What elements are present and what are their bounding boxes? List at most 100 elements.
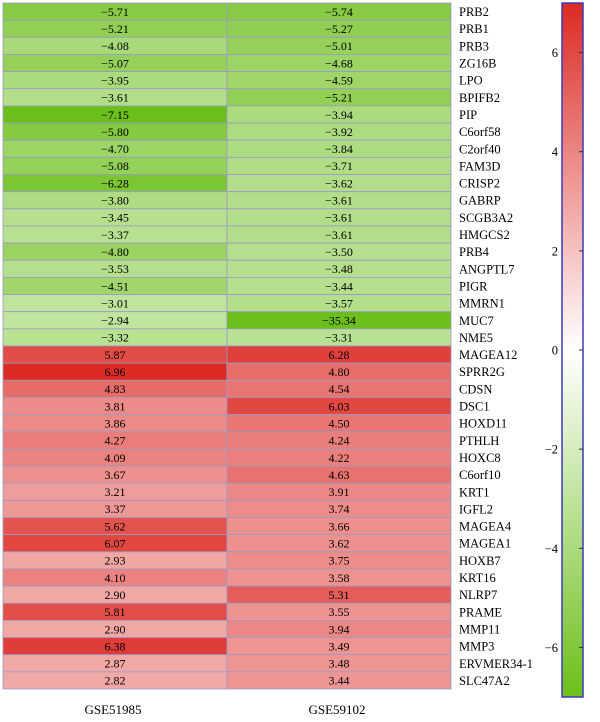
gene-label: MAGEA4: [459, 520, 512, 534]
cell-value-label: 4.24: [329, 434, 350, 448]
cell-value-label: 2.93: [105, 554, 126, 568]
gene-label: NLRP7: [459, 588, 497, 602]
gene-label: C6orf10: [459, 468, 501, 482]
gene-label: PTHLH: [459, 434, 499, 448]
cell-value-label: 5.31: [329, 588, 350, 602]
cell-value-label: 3.55: [329, 605, 350, 619]
gene-label: GABRP: [459, 194, 501, 208]
cell-value-label: −5.71: [101, 5, 129, 19]
gene-label: NME5: [459, 331, 493, 345]
gene-label: SLC47A2: [459, 674, 510, 688]
legend-tick-label: 4: [552, 145, 559, 159]
gene-label: HOXB7: [459, 554, 501, 568]
gene-label: CRISP2: [459, 177, 500, 191]
cell-value-label: −3.61: [325, 228, 353, 242]
cell-value-label: −5.74: [325, 5, 353, 19]
cell-value-label: 3.67: [105, 468, 126, 482]
cell-value-label: 3.66: [329, 519, 350, 533]
gene-label: PRB1: [459, 22, 489, 36]
cell-value-label: −5.21: [325, 91, 353, 105]
cell-value-label: 3.94: [329, 622, 350, 636]
cell-value-label: −3.48: [325, 262, 353, 276]
gene-label: HOXC8: [459, 451, 501, 465]
cell-value-label: 3.44: [329, 674, 350, 688]
cell-value-label: −35.34: [322, 314, 356, 328]
cell-value-label: 6.38: [105, 639, 126, 653]
cell-value-label: 3.37: [105, 502, 126, 516]
gene-label: HMGCS2: [459, 228, 510, 242]
cell-value-label: −3.71: [325, 159, 353, 173]
cell-value-label: −3.44: [325, 279, 353, 293]
cell-value-label: 6.96: [105, 365, 126, 379]
gene-label: MMP3: [459, 640, 494, 654]
gene-labels: PRB2 PRB1 PRB3 ZG16B LPO BPIFB2 PIP C6orf58 C2or…: [459, 5, 533, 688]
cell-value-label: −3.50: [325, 245, 353, 259]
cell-value-label: −5.07: [101, 56, 129, 70]
cell-value-label: 2.90: [105, 588, 126, 602]
legend-tick-label: 0: [552, 344, 558, 358]
column-labels: GSE51985 GSE59102: [84, 702, 365, 717]
gene-label: KRT1: [459, 485, 490, 499]
legend-tick-label: −2: [545, 443, 558, 457]
cell-value-label: −4.59: [325, 73, 353, 87]
gene-label: ANGPTL7: [459, 262, 515, 276]
cell-value-label: 4.80: [329, 365, 350, 379]
heatmap-cell: [226, 671, 452, 690]
cell-value-label: −5.08: [101, 159, 129, 173]
cell-value-label: −3.31: [325, 331, 353, 345]
cell-value-label: 2.90: [105, 622, 126, 636]
cell-value-label: 4.09: [105, 451, 126, 465]
legend-tick-label: −4: [545, 542, 559, 556]
cell-value-label: 3.91: [329, 485, 350, 499]
cell-value-label: 5.87: [105, 348, 126, 362]
cell-value-label: −3.61: [101, 91, 129, 105]
gene-label: ZG16B: [459, 57, 497, 71]
cell-value-label: 3.49: [329, 639, 350, 653]
gene-label: MAGEA1: [459, 537, 511, 551]
cell-value-label: −5.80: [101, 125, 129, 139]
cell-value-label: −3.92: [325, 125, 353, 139]
cell-value-label: −3.37: [101, 228, 129, 242]
cell-value-label: −5.27: [325, 22, 353, 36]
cell-value-label: 3.62: [329, 537, 350, 551]
color-legend: 6 4 2 0 −2 −4 −6: [545, 2, 584, 698]
cell-value-label: 4.22: [329, 451, 350, 465]
cell-value-label: 3.86: [105, 416, 126, 430]
column-label: GSE51985: [84, 702, 141, 717]
cell-value-label: 4.63: [329, 468, 350, 482]
cell-value-label: −5.01: [325, 39, 353, 53]
gene-label: SCGB3A2: [459, 211, 513, 225]
cell-value-label: −5.21: [101, 22, 129, 36]
legend-tick-label: 2: [552, 244, 558, 258]
legend-tick-label: −6: [545, 641, 558, 655]
cell-value-label: 4.54: [329, 382, 350, 396]
cell-value-label: 4.10: [105, 571, 126, 585]
cell-value-label: 3.75: [329, 554, 350, 568]
cell-value-label: 6.28: [329, 348, 350, 362]
cell-value-label: 4.27: [105, 434, 126, 448]
cell-value-label: −6.28: [101, 176, 129, 190]
cell-value-label: −3.61: [325, 194, 353, 208]
gene-label: C2orf40: [459, 142, 501, 156]
cell-value-label: −4.51: [101, 279, 129, 293]
gene-label: PRB2: [459, 5, 489, 19]
cell-value-label: 3.58: [329, 571, 350, 585]
gene-label: CDSN: [459, 382, 492, 396]
cell-value-label: −3.62: [325, 176, 353, 190]
gene-label: HOXD11: [459, 417, 507, 431]
cell-value-label: −3.32: [101, 331, 129, 345]
cell-value-label: −3.95: [101, 73, 129, 87]
cell-value-label: −3.61: [325, 211, 353, 225]
cell-value-label: 3.48: [329, 657, 350, 671]
cell-value-label: −3.84: [325, 142, 353, 156]
gene-label: KRT16: [459, 571, 496, 585]
cell-value-label: −4.70: [101, 142, 129, 156]
cell-value-label: −7.15: [101, 108, 129, 122]
gene-label: C6orf58: [459, 125, 501, 139]
gene-label: SPRR2G: [459, 365, 505, 379]
cell-value-label: −3.01: [101, 296, 129, 310]
gene-label: BPIFB2: [459, 91, 500, 105]
cell-value-label: −3.94: [325, 108, 353, 122]
cell-value-label: 3.21: [105, 485, 126, 499]
